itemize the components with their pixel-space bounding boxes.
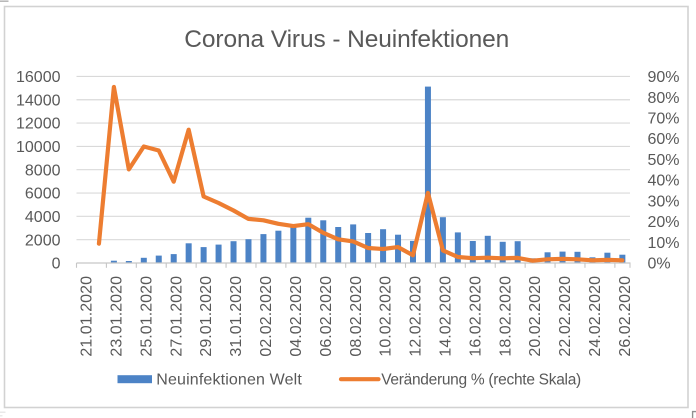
svg-text:06.02.2020: 06.02.2020 [318,276,335,357]
svg-text:24.02.2020: 24.02.2020 [587,276,604,357]
svg-text:70%: 70% [648,110,680,127]
svg-text:12.02.2020: 12.02.2020 [408,276,425,357]
svg-text:0%: 0% [648,256,671,273]
svg-text:0: 0 [52,256,61,273]
svg-text:02.02.2020: 02.02.2020 [258,276,275,357]
svg-text:30%: 30% [648,193,680,210]
svg-text:Veränderung % (rechte Skala): Veränderung % (rechte Skala) [381,372,581,389]
svg-text:10.02.2020: 10.02.2020 [378,276,395,357]
svg-text:25.01.2020: 25.01.2020 [138,276,155,357]
svg-text:10%: 10% [648,235,680,252]
svg-text:26.02.2020: 26.02.2020 [617,276,634,357]
svg-text:29.01.2020: 29.01.2020 [198,276,215,357]
svg-text:60%: 60% [648,131,680,148]
svg-text:08.02.2020: 08.02.2020 [348,276,365,357]
svg-text:6000: 6000 [25,186,61,203]
svg-text:10000: 10000 [16,139,61,156]
svg-text:04.02.2020: 04.02.2020 [288,276,305,357]
svg-text:40%: 40% [648,173,680,190]
svg-text:50%: 50% [648,152,680,169]
svg-text:Corona Virus - Neuinfektionen: Corona Virus - Neuinfektionen [184,26,509,53]
svg-text:80%: 80% [648,90,680,107]
svg-text:Neuinfektionen Welt: Neuinfektionen Welt [156,372,302,389]
svg-text:12000: 12000 [16,116,61,133]
svg-text:14000: 14000 [16,92,61,109]
svg-text:90%: 90% [648,69,680,86]
svg-text:20%: 20% [648,214,680,231]
svg-text:16.02.2020: 16.02.2020 [467,276,484,357]
svg-text:14.02.2020: 14.02.2020 [438,276,455,357]
svg-text:16000: 16000 [16,69,61,86]
svg-text:31.01.2020: 31.01.2020 [228,276,245,357]
svg-text:27.01.2020: 27.01.2020 [168,276,185,357]
svg-text:8000: 8000 [25,162,61,179]
svg-text:23.01.2020: 23.01.2020 [108,276,125,357]
svg-text:18.02.2020: 18.02.2020 [497,276,514,357]
svg-text:20.02.2020: 20.02.2020 [527,276,544,357]
svg-text:22.02.2020: 22.02.2020 [557,276,574,357]
svg-text:2000: 2000 [25,232,61,249]
svg-text:4000: 4000 [25,209,61,226]
svg-text:21.01.2020: 21.01.2020 [79,276,96,357]
